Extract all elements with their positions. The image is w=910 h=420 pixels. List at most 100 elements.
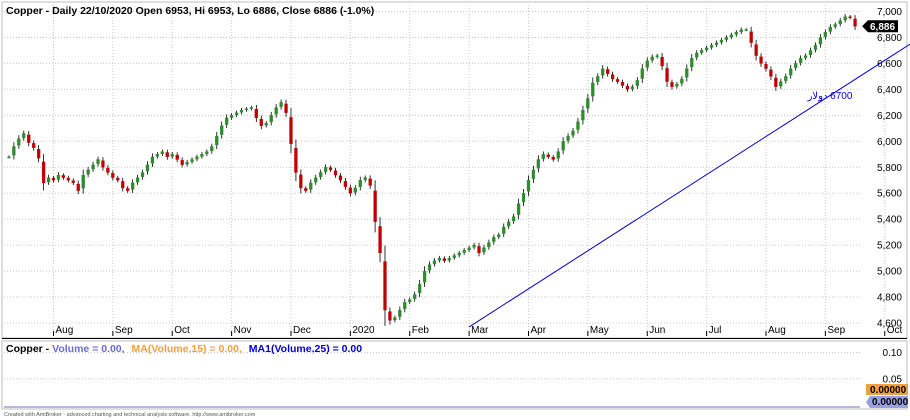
candle xyxy=(234,110,239,118)
candle xyxy=(675,81,679,89)
volume-badge-orange: 0.00000 xyxy=(866,384,908,396)
y-tick-label: 6,600 xyxy=(877,59,902,70)
candle-body xyxy=(670,82,674,87)
candle xyxy=(249,105,254,111)
candle xyxy=(284,99,288,117)
candle-body xyxy=(709,45,714,48)
candle-body xyxy=(12,146,16,156)
candle-body xyxy=(140,172,145,178)
candle xyxy=(640,64,644,84)
candle xyxy=(477,242,481,257)
candle-body xyxy=(665,68,669,82)
trendline[interactable] xyxy=(468,41,910,328)
y-tick-label: 5,000 xyxy=(877,267,902,278)
y-tick-label: 6,400 xyxy=(877,85,902,96)
candle-body xyxy=(398,309,402,317)
candle xyxy=(46,174,51,185)
x-tick-label: May xyxy=(590,325,609,336)
candle-body xyxy=(482,247,486,253)
candle-body xyxy=(833,24,837,27)
candle-body xyxy=(309,182,313,190)
candle-body xyxy=(205,151,209,155)
candle xyxy=(670,79,674,90)
candle xyxy=(383,245,387,326)
candle-body xyxy=(343,181,348,187)
candle xyxy=(724,35,729,42)
candle xyxy=(71,178,75,186)
candle-body xyxy=(155,154,160,157)
candle-body xyxy=(813,45,818,50)
candle-body xyxy=(323,167,328,172)
candle xyxy=(111,170,115,181)
candle xyxy=(239,107,244,115)
candle xyxy=(645,57,649,71)
candle xyxy=(507,218,511,230)
candle-body xyxy=(556,151,560,159)
candle xyxy=(516,198,521,220)
candle-body xyxy=(170,154,174,157)
candle-body xyxy=(135,177,140,183)
candle-body xyxy=(131,182,135,190)
candle xyxy=(467,245,471,253)
x-tick-label: Feb xyxy=(412,325,430,336)
candle-body xyxy=(571,130,575,136)
candle xyxy=(601,65,605,79)
candle-body xyxy=(279,102,283,107)
candle-body xyxy=(764,64,768,69)
candle xyxy=(338,172,343,184)
candle xyxy=(754,39,758,61)
candle-body xyxy=(239,109,244,113)
candle xyxy=(620,79,625,89)
candle xyxy=(135,174,140,185)
candle xyxy=(447,255,451,263)
candle xyxy=(170,152,174,159)
candle xyxy=(596,73,600,86)
candle xyxy=(749,26,753,48)
candlestick-series xyxy=(7,14,857,326)
candle-body xyxy=(46,177,51,183)
candle-body xyxy=(526,180,531,192)
x-tick-label: Aug xyxy=(55,325,73,336)
candle-body xyxy=(299,174,303,189)
candle xyxy=(591,77,595,102)
candle xyxy=(769,66,773,80)
candle xyxy=(452,253,456,260)
candle xyxy=(160,149,164,157)
candle xyxy=(41,154,46,191)
candle xyxy=(551,155,555,162)
candle-body xyxy=(437,257,442,261)
candle xyxy=(150,153,155,167)
candle-body xyxy=(502,226,506,234)
y-tick-label: 4,600 xyxy=(877,319,902,330)
candle-body xyxy=(630,86,635,90)
candle xyxy=(398,306,402,321)
candle xyxy=(492,234,496,245)
candle-body xyxy=(794,63,798,68)
candle-body xyxy=(838,20,842,25)
candle-body xyxy=(403,302,407,310)
candle-body xyxy=(625,85,630,90)
candle-body xyxy=(91,164,95,170)
candle xyxy=(719,37,724,45)
candle-body xyxy=(210,146,214,152)
candle xyxy=(328,165,333,173)
y-tick-label: 7,000 xyxy=(877,7,902,18)
candle xyxy=(502,223,506,238)
candle-body xyxy=(393,317,397,321)
volume-axis: 0.10 0.05 xyxy=(883,348,903,385)
candle xyxy=(828,24,832,35)
candle xyxy=(853,15,857,31)
candle-body xyxy=(160,151,164,155)
y-tick-label: 6,800 xyxy=(877,33,902,44)
candle xyxy=(512,213,516,224)
candle-body xyxy=(388,311,392,321)
candle xyxy=(140,169,145,180)
candle-body xyxy=(96,159,100,165)
candle xyxy=(739,27,743,35)
candle xyxy=(521,189,526,207)
candle-body xyxy=(81,174,85,189)
candle-body xyxy=(734,32,738,35)
x-tick-label: Dec xyxy=(293,325,311,336)
candle xyxy=(378,217,382,263)
candle xyxy=(764,61,768,72)
